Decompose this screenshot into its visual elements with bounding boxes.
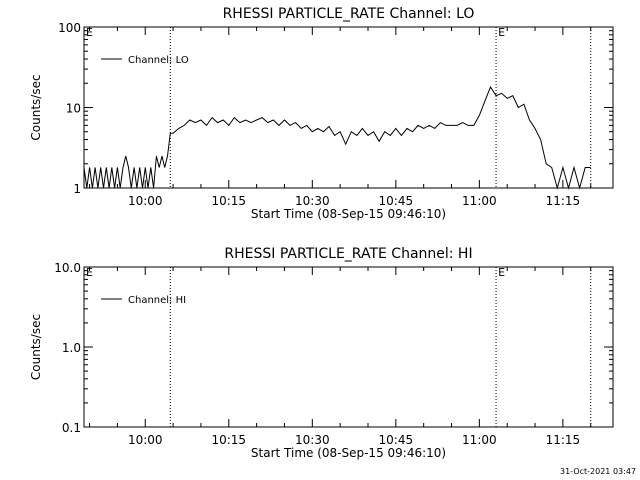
- legend-label: Channel: HI: [128, 295, 186, 306]
- plot-frame: [83, 266, 614, 428]
- x-axis-label: Start Time (08-Sep-15 09:46:10): [251, 446, 446, 460]
- flag-label: E: [86, 266, 93, 279]
- x-tick-label: 10:15: [211, 433, 246, 447]
- y-tick-label: 10.0: [54, 261, 81, 275]
- y-axis-label: Counts/sec: [29, 314, 43, 380]
- x-tick-label: 10:15: [211, 194, 246, 208]
- legend-label: Channel: LO: [128, 55, 189, 66]
- y-axis-label: Counts/sec: [29, 74, 43, 140]
- series-line: [83, 85, 591, 190]
- y-tick-label: 0.1: [62, 421, 81, 435]
- y-tick-label: 1.0: [62, 341, 81, 355]
- flag-label: E: [498, 266, 505, 279]
- x-axis-label: Start Time (08-Sep-15 09:46:10): [251, 207, 446, 221]
- x-tick-label: 10:30: [295, 194, 330, 208]
- flag-label: E: [86, 26, 93, 39]
- y-tick-label: 100: [58, 21, 81, 35]
- x-tick-label: 10:45: [379, 433, 414, 447]
- timestamp: 31-Oct-2021 03:47: [560, 467, 636, 476]
- x-tick-label: 11:00: [462, 194, 497, 208]
- chart-title: RHESSI PARTICLE_RATE Channel: LO: [223, 6, 475, 22]
- x-tick-label: 10:00: [128, 433, 163, 447]
- chart-title: RHESSI PARTICLE_RATE Channel: HI: [224, 246, 472, 262]
- x-tick-label: 11:15: [546, 433, 581, 447]
- x-tick-label: 10:30: [295, 433, 330, 447]
- x-tick-label: 11:00: [462, 433, 497, 447]
- y-tick-label: 1: [73, 182, 81, 196]
- x-tick-label: 10:00: [128, 194, 163, 208]
- y-tick-label: 10: [66, 102, 81, 116]
- x-tick-label: 10:45: [379, 194, 414, 208]
- flag-label: E: [498, 26, 505, 39]
- x-tick-label: 11:15: [546, 194, 581, 208]
